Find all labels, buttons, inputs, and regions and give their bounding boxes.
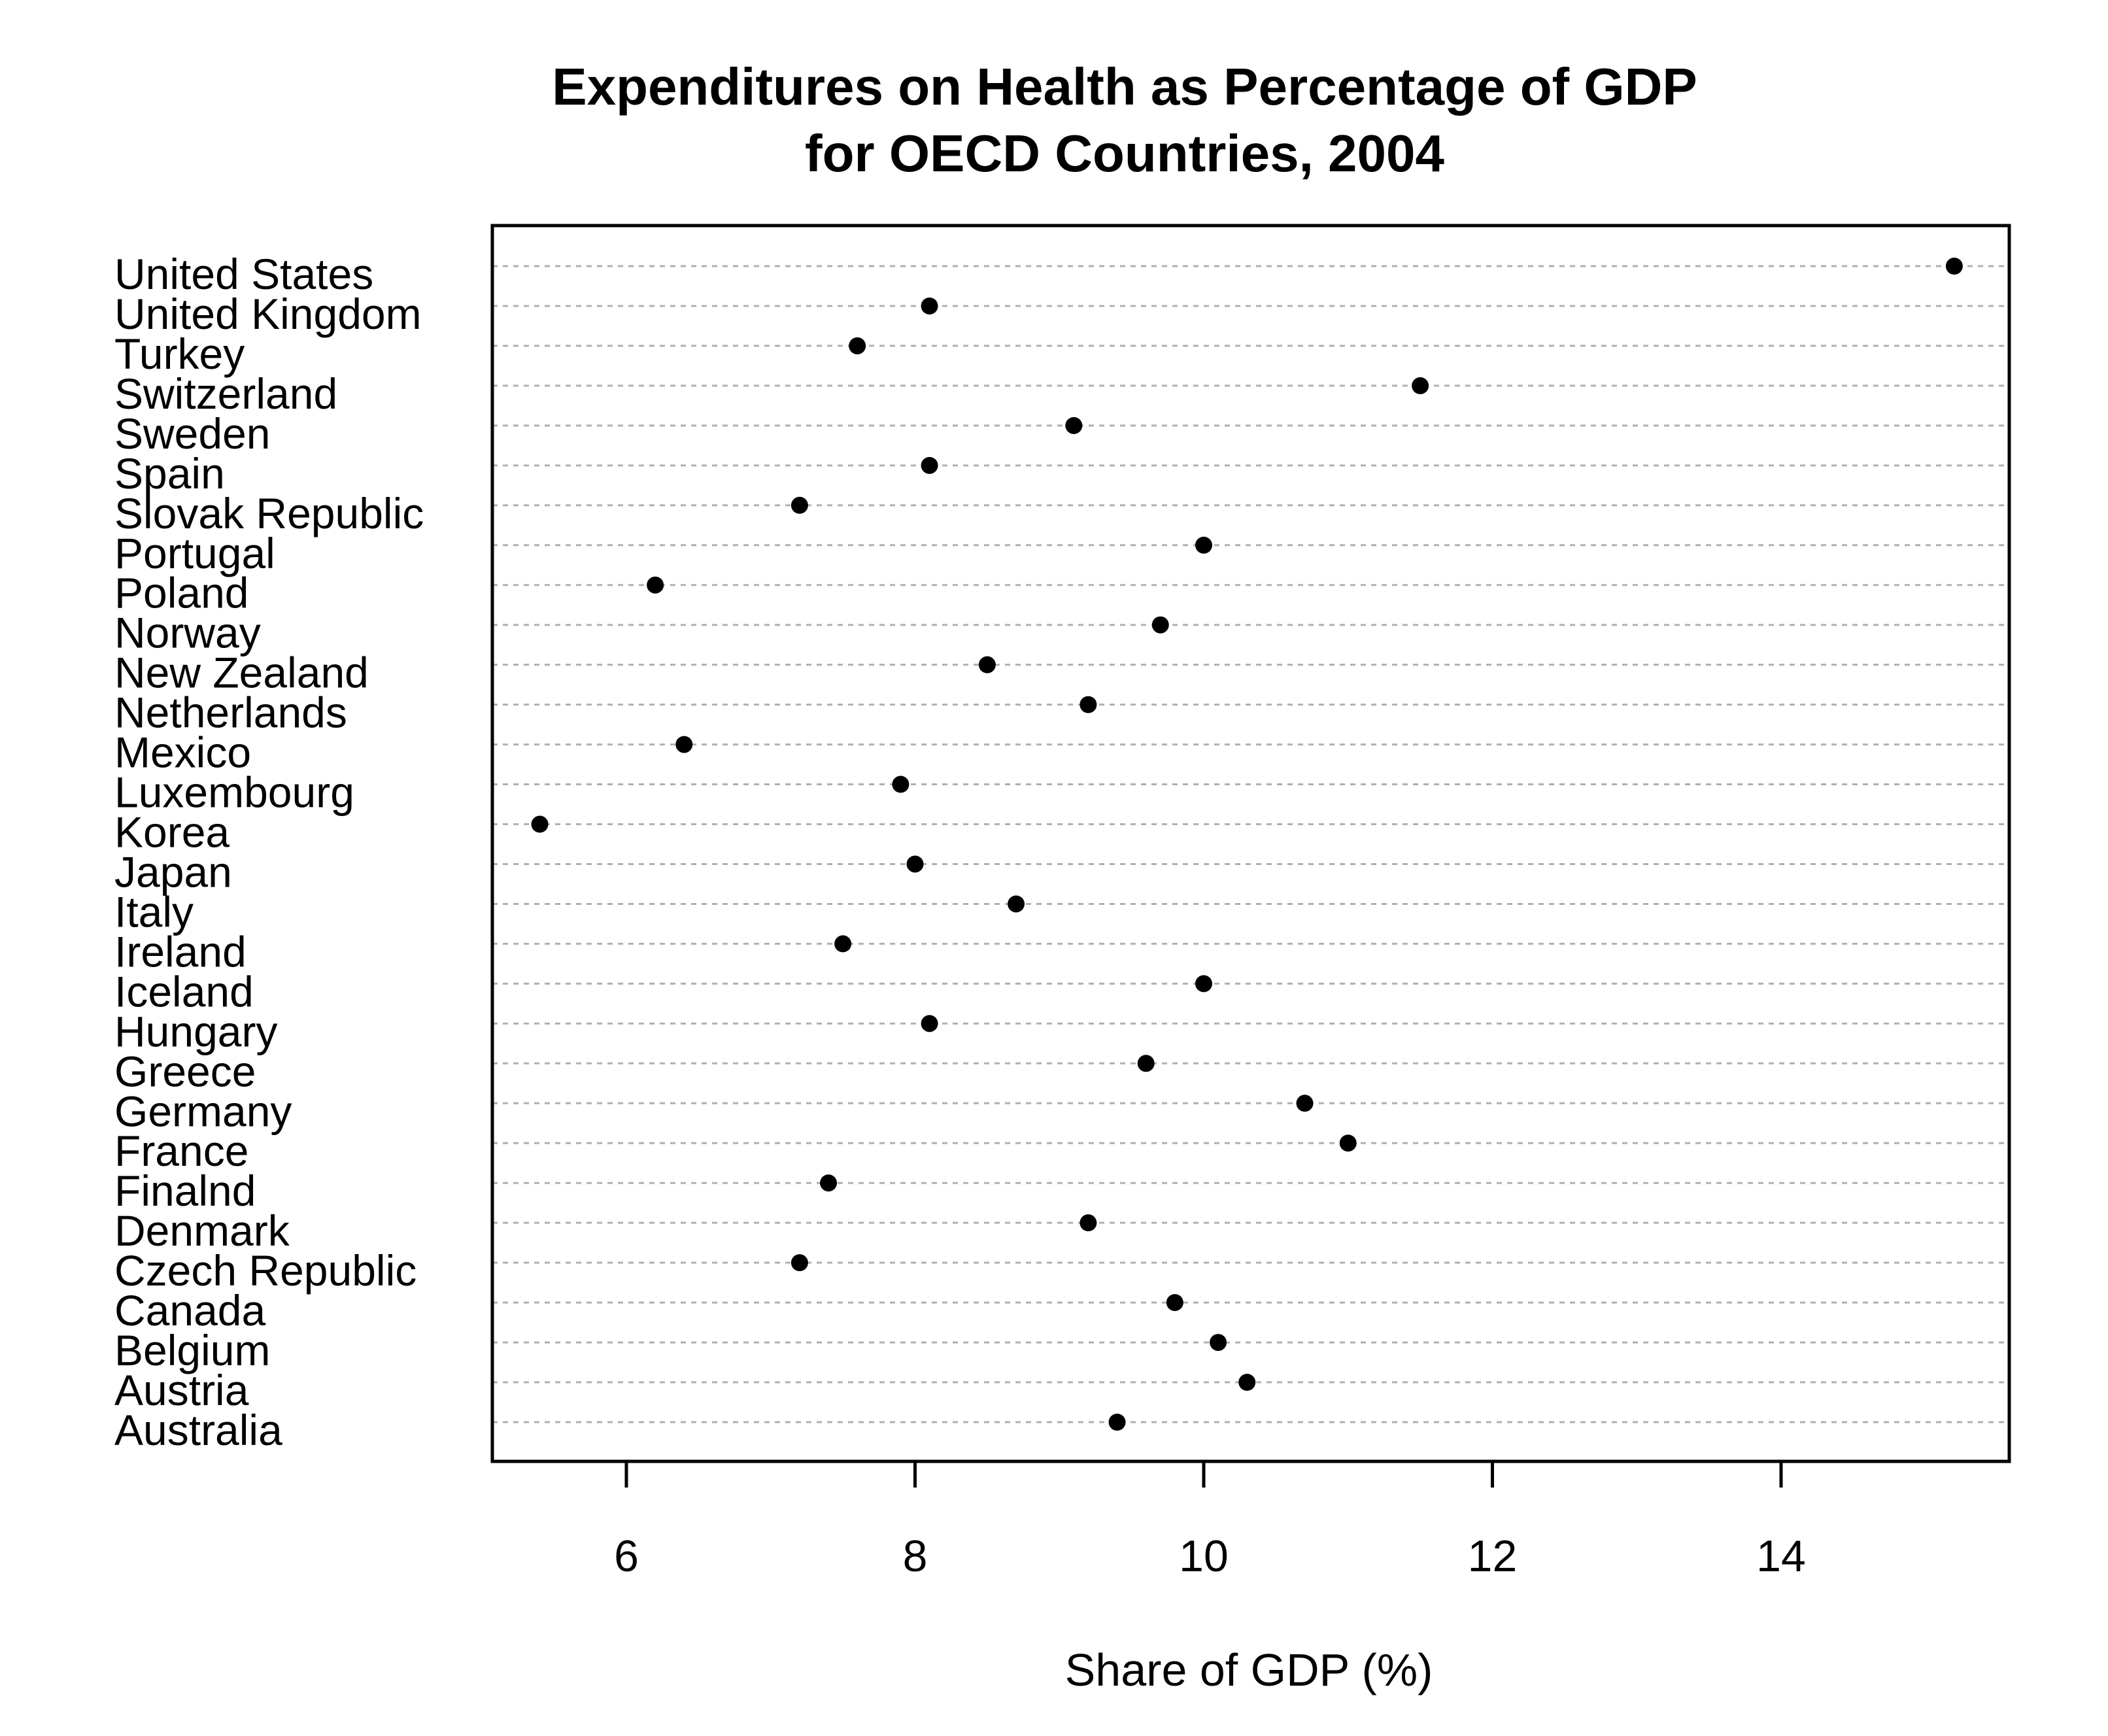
chart-title-line1: Expenditures on Health as Percentage of …	[552, 58, 1697, 116]
data-point	[921, 456, 938, 474]
data-point	[820, 1174, 838, 1192]
category-label: Germany	[114, 1087, 292, 1135]
category-label: Austria	[114, 1366, 249, 1414]
category-label: Slovak Republic	[114, 489, 424, 537]
data-point	[849, 337, 866, 354]
data-point	[834, 935, 852, 953]
category-label: Canada	[114, 1286, 265, 1335]
category-label: Finalnd	[114, 1166, 256, 1215]
category-label: Poland	[114, 569, 249, 617]
data-point	[1195, 975, 1212, 993]
category-label: Switzerland	[114, 369, 337, 418]
category-label: Hungary	[114, 1007, 277, 1055]
data-point	[906, 855, 924, 873]
category-label: Czech Republic	[114, 1246, 416, 1295]
data-point	[1339, 1134, 1357, 1152]
category-label: Ireland	[114, 927, 246, 976]
data-points	[531, 258, 1963, 1431]
data-point	[1080, 1214, 1097, 1232]
category-label: Australia	[114, 1406, 282, 1454]
data-point	[1166, 1294, 1183, 1312]
data-point	[531, 815, 549, 833]
category-label: Mexico	[114, 728, 251, 777]
data-point	[790, 496, 808, 514]
category-label: Iceland	[114, 967, 254, 1015]
x-tick-label: 10	[1179, 1531, 1229, 1581]
data-point	[921, 297, 938, 315]
category-label: Luxembourg	[114, 768, 354, 817]
plot-frame	[490, 224, 2011, 1463]
data-point	[1412, 377, 1429, 394]
category-label: United Kingdom	[114, 290, 422, 338]
category-label: Japan	[114, 847, 232, 896]
data-point	[1080, 696, 1097, 713]
data-point	[892, 775, 910, 793]
category-label: Netherlands	[114, 689, 347, 737]
category-label: Korea	[114, 808, 230, 857]
category-label: Spain	[114, 449, 225, 498]
category-label: Denmark	[114, 1206, 290, 1255]
data-point	[1210, 1334, 1227, 1352]
data-point	[1137, 1055, 1155, 1072]
data-point	[1065, 417, 1083, 434]
category-label: Turkey	[114, 330, 245, 378]
data-point	[1195, 536, 1212, 554]
category-label: New Zealand	[114, 649, 369, 697]
grid-lines	[492, 265, 2009, 1423]
chart-title-line2: for OECD Countries, 2004	[805, 124, 1445, 182]
x-tick-label: 6	[614, 1531, 639, 1581]
data-point	[1945, 258, 1963, 275]
category-label: United States	[114, 250, 373, 298]
data-point	[647, 576, 664, 594]
category-label: Sweden	[114, 409, 271, 458]
x-tick-label: 12	[1468, 1531, 1518, 1581]
x-tick-label: 14	[1756, 1531, 1806, 1581]
data-point	[978, 656, 996, 673]
category-label: Belgium	[114, 1326, 270, 1374]
data-point	[921, 1015, 938, 1032]
data-point	[1151, 616, 1169, 634]
data-point	[790, 1254, 808, 1272]
x-axis-title: Share of GDP (%)	[1065, 1644, 1433, 1695]
data-point	[1238, 1374, 1256, 1391]
data-point	[675, 736, 693, 753]
x-axis: 6 8 10 12 14	[614, 1461, 1806, 1581]
data-point	[1108, 1414, 1126, 1431]
category-label: Portugal	[114, 529, 275, 577]
category-label: Norway	[114, 609, 261, 657]
x-tick-label: 8	[903, 1531, 928, 1581]
category-label: Greece	[114, 1047, 256, 1095]
category-label: Italy	[114, 887, 194, 936]
data-point	[1296, 1095, 1314, 1112]
data-point	[1008, 895, 1025, 913]
category-label: France	[114, 1127, 248, 1175]
